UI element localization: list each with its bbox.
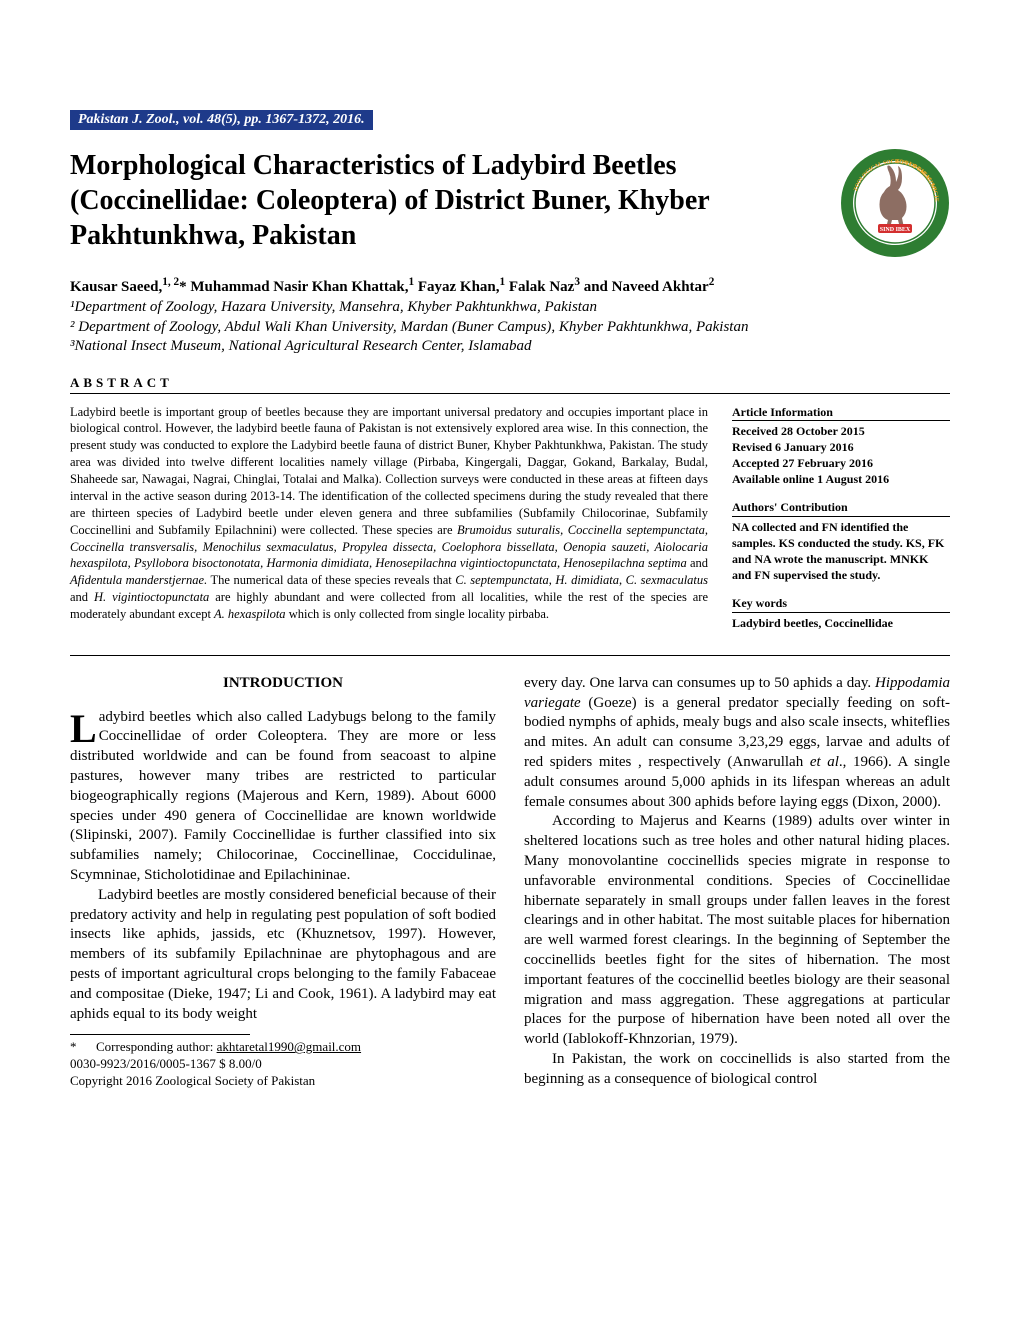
contribution-heading: Authors' Contribution [732, 499, 950, 516]
journal-header: Pakistan J. Zool., vol. 48(5), pp. 1367-… [70, 110, 373, 130]
info-revised: Revised 6 January 2016 [732, 439, 950, 455]
footnote-copyright: Copyright 2016 Zoological Society of Pak… [70, 1073, 496, 1090]
col2-p2: According to Majerus and Kearns (1989) a… [524, 812, 950, 1050]
keywords-body: Ladybird beetles, Coccinellidae [732, 615, 950, 631]
footnote-code: 0030-9923/2016/0005-1367 $ 8.00/0 [70, 1056, 496, 1073]
keywords-heading: Key words [732, 595, 950, 612]
body-columns: INTRODUCTION Ladybird beetles which also… [70, 674, 950, 1090]
col1-p1: Ladybird beetles which also called Ladyb… [70, 708, 496, 886]
column-left: INTRODUCTION Ladybird beetles which also… [70, 674, 496, 1090]
footnote-corr-label: Corresponding author: [96, 1039, 217, 1054]
article-info-block: Article Information Received 28 October … [732, 404, 950, 488]
footnote-star: * [70, 1039, 77, 1054]
contribution-body: NA collected and FN identified the sampl… [732, 519, 950, 584]
abstract-row: Ladybird beetle is important group of be… [70, 404, 950, 656]
footnote-corresponding: * Corresponding author: akhtaretal1990@g… [70, 1039, 496, 1056]
abstract-text: Ladybird beetle is important group of be… [70, 404, 708, 643]
article-title: Morphological Characteristics of Ladybir… [70, 148, 820, 253]
column-right: every day. One larva can consumes up to … [524, 674, 950, 1090]
footnote-rule [70, 1034, 250, 1035]
affiliation-1: ¹Department of Zoology, Hazara Universit… [70, 298, 950, 318]
col2-p3: In Pakistan, the work on coccinellids is… [524, 1050, 950, 1090]
affiliations: ¹Department of Zoology, Hazara Universit… [70, 298, 950, 357]
footnote-email[interactable]: akhtaretal1990@gmail.com [217, 1039, 361, 1054]
info-accepted: Accepted 27 February 2016 [732, 455, 950, 471]
info-online: Available online 1 August 2016 [732, 471, 950, 487]
society-logo: ZOOLOGICAL SOCIETY OF PAKISTAN ZOOLOGICA… [840, 148, 950, 258]
abstract-label: ABSTRACT [70, 375, 950, 394]
keywords-block: Key words Ladybird beetles, Coccinellida… [732, 595, 950, 630]
affiliation-2: ² Department of Zoology, Abdul Wali Khan… [70, 318, 950, 338]
title-row: Morphological Characteristics of Ladybir… [70, 148, 950, 258]
intro-heading: INTRODUCTION [70, 674, 496, 694]
col1-p2: Ladybird beetles are mostly considered b… [70, 886, 496, 1025]
article-sidebar: Article Information Received 28 October … [732, 404, 950, 643]
affiliation-3: ³National Insect Museum, National Agricu… [70, 337, 950, 357]
authors: Kausar Saeed,1, 2* Muhammad Nasir Khan K… [70, 276, 950, 296]
info-received: Received 28 October 2015 [732, 423, 950, 439]
article-info-heading: Article Information [732, 404, 950, 421]
article-info-body: Received 28 October 2015 Revised 6 Janua… [732, 423, 950, 488]
col2-p1: every day. One larva can consumes up to … [524, 674, 950, 813]
contribution-block: Authors' Contribution NA collected and F… [732, 499, 950, 583]
svg-text:SIND IBEX: SIND IBEX [880, 227, 911, 233]
